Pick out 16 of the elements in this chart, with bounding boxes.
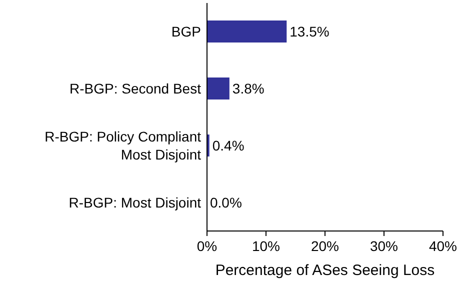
x-axis-title: Percentage of ASes Seeing Loss: [215, 262, 435, 279]
bar: [207, 78, 230, 100]
y-tick-label: BGP: [171, 23, 201, 40]
data-label: 0.4%: [212, 137, 244, 154]
x-tick-label: 40%: [428, 238, 458, 254]
data-label: 3.8%: [232, 80, 264, 96]
x-tick-label: 0%: [196, 238, 218, 254]
y-tick-label: R-BGP: Second Best: [69, 80, 202, 96]
y-tick-label: R-BGP: Most Disjoint: [68, 194, 202, 210]
x-tick-label: 10%: [252, 238, 280, 254]
x-tick-label: 30%: [370, 238, 398, 254]
bar: [207, 20, 287, 42]
y-tick-label: R-BGP: Policy Compliant Most Disjoint: [44, 128, 202, 162]
data-label: 13.5%: [290, 23, 330, 40]
x-tick-label: 20%: [310, 238, 340, 254]
data-label: 0.0%: [210, 194, 242, 210]
